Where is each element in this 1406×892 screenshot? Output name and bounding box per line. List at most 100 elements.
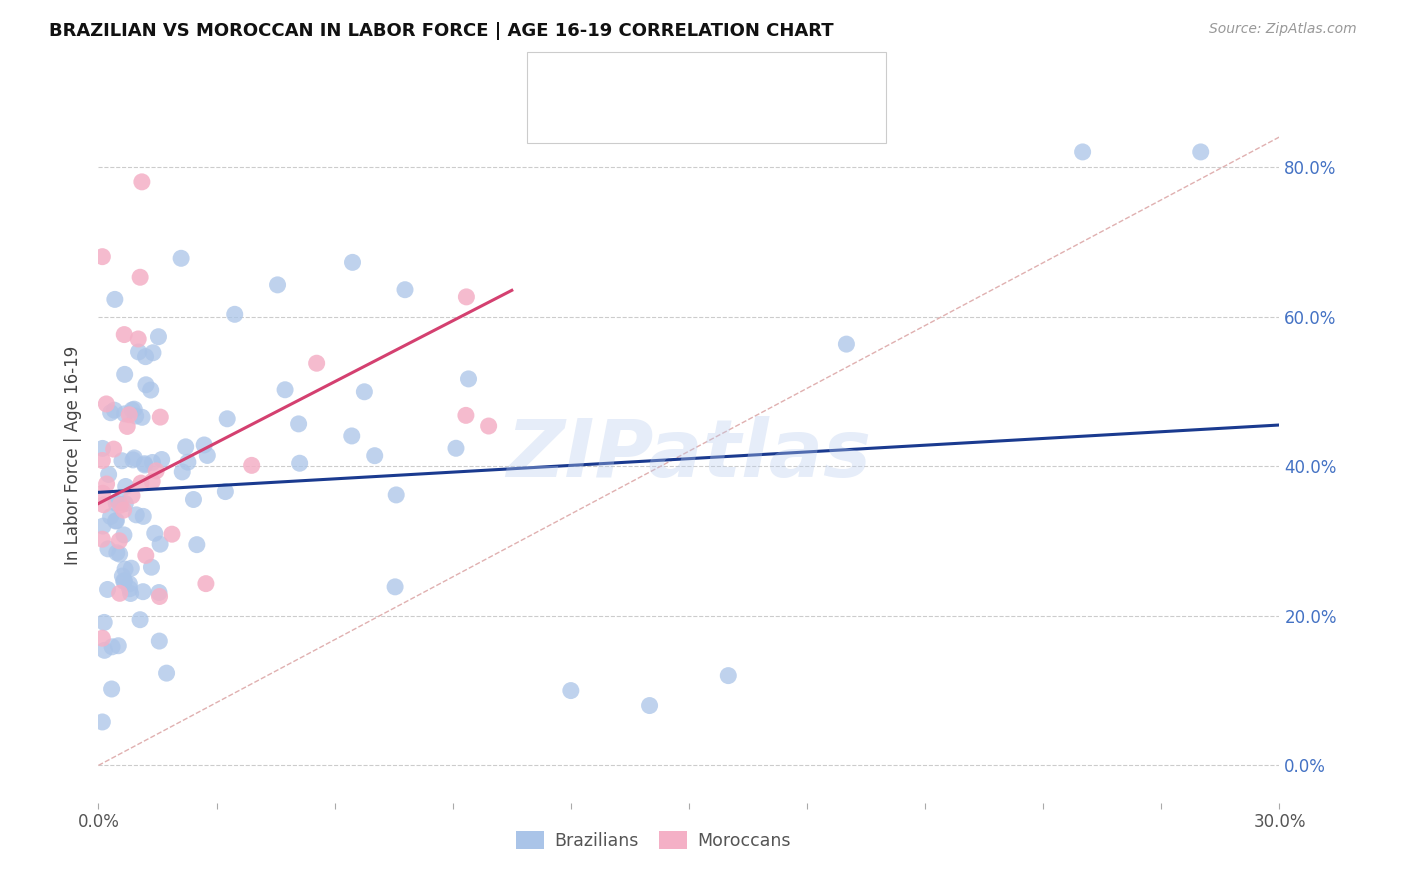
Point <box>105 514 128 528</box>
Point <box>717 668 740 682</box>
Point <box>186 538 208 552</box>
Point <box>134 458 156 472</box>
Point <box>91 631 114 645</box>
Point <box>91 453 114 467</box>
Point <box>125 508 148 522</box>
Point <box>384 580 406 594</box>
Point <box>177 455 200 469</box>
Point <box>112 327 135 342</box>
Text: R =: R = <box>593 112 630 129</box>
Point <box>394 283 416 297</box>
Point <box>118 582 141 596</box>
Point <box>170 252 193 266</box>
Point <box>1071 145 1094 159</box>
Point <box>835 337 858 351</box>
Point <box>132 509 155 524</box>
Text: R =: R = <box>593 73 630 92</box>
Point <box>240 458 263 473</box>
Point <box>114 368 136 382</box>
Point <box>183 492 205 507</box>
Point <box>122 402 145 417</box>
Text: N =: N = <box>699 73 747 92</box>
Point <box>560 683 582 698</box>
Point <box>122 453 145 467</box>
Point <box>131 410 153 425</box>
Point <box>139 383 162 397</box>
Legend: Brazilians, Moroccans: Brazilians, Moroccans <box>509 824 799 856</box>
Point <box>193 438 215 452</box>
Point <box>93 643 115 657</box>
Point <box>112 574 135 588</box>
Point <box>112 574 135 588</box>
Point <box>141 560 163 574</box>
Point <box>135 377 157 392</box>
Point <box>214 484 236 499</box>
Point <box>217 412 239 426</box>
Point <box>342 255 364 269</box>
Point <box>101 640 124 654</box>
Point <box>128 345 150 359</box>
Point <box>454 409 477 423</box>
Point <box>148 329 170 343</box>
Point <box>93 615 115 630</box>
Point <box>104 514 127 528</box>
Point <box>103 403 125 417</box>
Point <box>127 332 149 346</box>
Point <box>143 526 166 541</box>
Point <box>148 585 170 599</box>
Point <box>638 698 661 713</box>
Point <box>340 429 363 443</box>
Point <box>364 449 387 463</box>
Point <box>174 440 197 454</box>
Point <box>131 175 153 189</box>
Point <box>111 569 134 583</box>
Point <box>141 455 163 469</box>
Point <box>105 546 128 560</box>
Point <box>91 714 114 729</box>
Point <box>195 449 218 463</box>
Point <box>141 475 163 489</box>
Point <box>97 467 120 482</box>
Point <box>103 442 125 456</box>
Point <box>149 537 172 551</box>
Point <box>96 397 118 411</box>
Point <box>91 532 114 546</box>
Point <box>149 410 172 425</box>
Point <box>114 479 136 493</box>
Text: Source: ZipAtlas.com: Source: ZipAtlas.com <box>1209 22 1357 37</box>
Point <box>97 541 120 556</box>
Point <box>120 561 142 575</box>
Point <box>112 503 135 517</box>
Point <box>124 409 146 423</box>
Point <box>91 250 114 264</box>
Point <box>1189 145 1212 159</box>
Point <box>105 496 128 510</box>
Point <box>121 403 143 417</box>
Point <box>134 350 156 364</box>
Point <box>118 577 141 591</box>
Point <box>456 290 478 304</box>
Point <box>288 456 311 470</box>
Point <box>305 356 328 370</box>
Text: ZIPatlas: ZIPatlas <box>506 416 872 494</box>
Point <box>108 586 131 600</box>
Point <box>266 277 288 292</box>
Text: 0.265: 0.265 <box>633 112 685 129</box>
Point <box>108 547 131 561</box>
Point <box>145 464 167 478</box>
Point <box>148 590 170 604</box>
Point <box>108 533 131 548</box>
Point <box>110 498 132 512</box>
Point <box>129 476 152 491</box>
Y-axis label: In Labor Force | Age 16-19: In Labor Force | Age 16-19 <box>65 345 83 565</box>
Point <box>135 549 157 563</box>
Point <box>134 457 156 471</box>
Text: N =: N = <box>699 112 747 129</box>
Point <box>132 584 155 599</box>
Text: 0.106: 0.106 <box>633 73 685 92</box>
Text: 33: 33 <box>745 112 769 129</box>
Point <box>120 586 142 600</box>
Point <box>100 406 122 420</box>
Point <box>353 384 375 399</box>
Point <box>148 634 170 648</box>
